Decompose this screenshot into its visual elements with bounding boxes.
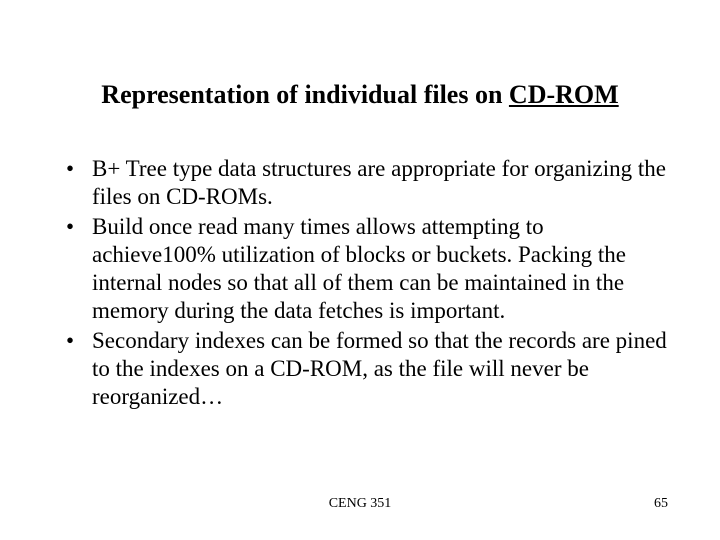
- bullet-text: Build once read many times allows attemp…: [92, 214, 626, 323]
- bullet-text: B+ Tree type data structures are appropr…: [92, 156, 666, 209]
- slide: Representation of individual files on CD…: [0, 0, 720, 540]
- slide-body: B+ Tree type data structures are appropr…: [60, 155, 670, 413]
- title-text-plain: Representation of individual files on: [101, 80, 509, 109]
- list-item: B+ Tree type data structures are appropr…: [60, 155, 670, 211]
- bullet-list: B+ Tree type data structures are appropr…: [60, 155, 670, 411]
- bullet-text: Secondary indexes can be formed so that …: [92, 328, 667, 409]
- footer-center: CENG 351: [0, 496, 720, 512]
- footer-page-number: 65: [654, 496, 668, 512]
- list-item: Build once read many times allows attemp…: [60, 213, 670, 325]
- slide-title: Representation of individual files on CD…: [0, 80, 720, 110]
- list-item: Secondary indexes can be formed so that …: [60, 327, 670, 411]
- title-text-underlined: CD-ROM: [509, 80, 619, 109]
